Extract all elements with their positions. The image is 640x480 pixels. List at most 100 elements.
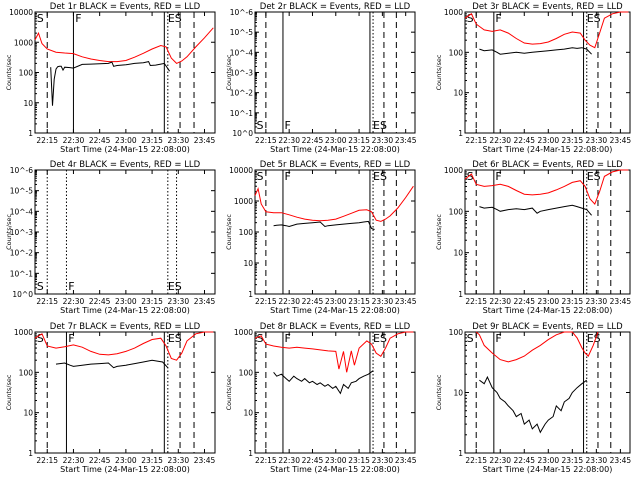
panel-title: Det 8r BLACK = Events, RED = LLD [260, 322, 411, 332]
x-tick-label: 23:00 [537, 136, 559, 145]
y-tick-label: 10 [243, 409, 253, 418]
series-line-lld [34, 331, 214, 361]
x-axis-label: Start Time (24-Mar-15 22:08:00) [270, 145, 400, 154]
marker-label: F [75, 12, 81, 25]
x-tick-label: 22:15 [255, 456, 277, 465]
x-tick-label: 22:30 [489, 297, 511, 306]
y-tick-label: 1000 [444, 8, 463, 17]
y-axis-label: Counts/sec [225, 374, 233, 410]
x-tick-label: 23:30 [167, 456, 189, 465]
y-tick-label: 100 [239, 228, 254, 237]
x-tick-label: 23:30 [372, 297, 394, 306]
plot-frame [464, 11, 631, 134]
x-tick-label: 23:30 [586, 297, 608, 306]
panel-det-4: Det 4r BLACK = Events, RED = LLD 10^0 10^-… [5, 160, 216, 315]
panel-title: Det 7r BLACK = Events, RED = LLD [50, 322, 201, 332]
y-tick-label: 1 [248, 290, 253, 299]
x-tick-label: 22:45 [89, 136, 111, 145]
x-tick-label: 23:30 [586, 456, 608, 465]
marker-label: F [495, 12, 501, 25]
x-axis-label: Start Time (24-Mar-15 22:08:00) [483, 145, 613, 154]
series-line-lld [464, 11, 629, 49]
x-tick-label: 22:15 [465, 456, 487, 465]
panel-det-7: Det 7r BLACK = Events, RED = LLD 1 10 100 10… [5, 322, 216, 474]
y-tick-label: 10000 [229, 166, 253, 175]
x-tick-label: 22:45 [89, 456, 111, 465]
x-tick-label: 22:30 [63, 136, 85, 145]
y-tick-label: 10^-4 [230, 48, 254, 57]
x-tick-label: 22:45 [302, 136, 324, 145]
x-tick-label: 22:30 [489, 136, 511, 145]
y-tick-label: 100 [19, 368, 34, 377]
y-tick-label: 10^-6 [10, 166, 34, 175]
x-axis-label: Start Time (24-Mar-15 22:08:00) [270, 465, 400, 474]
x-axis-label: Start Time (24-Mar-15 22:08:00) [483, 465, 613, 474]
x-tick-label: 23:15 [562, 297, 584, 306]
y-tick-label: 10^-3 [230, 69, 254, 78]
panel-title: Det 6r BLACK = Events, RED = LLD [472, 160, 623, 170]
marker-label: ES [373, 332, 387, 345]
x-tick-label: 23:45 [395, 297, 417, 306]
marker-label: ES [168, 332, 182, 345]
y-tick-label: 10^-1 [230, 109, 254, 118]
x-tick-label: 23:15 [348, 136, 370, 145]
series-line-lld [254, 185, 414, 222]
marker-label: S [257, 332, 264, 345]
marker-label: S [467, 12, 474, 25]
panel-det-3: Det 3r BLACK = Events, RED = LLD 1 10 100 10… [435, 2, 631, 154]
panel-title: Det 1r BLACK = Events, RED = LLD [50, 2, 201, 12]
marker-label: F [285, 170, 291, 183]
x-tick-label: 23:00 [115, 297, 137, 306]
marker-label: F [68, 332, 74, 345]
x-axis-label: Start Time (24-Mar-15 22:08:00) [60, 145, 190, 154]
series-line-events [479, 204, 592, 216]
x-tick-label: 22:15 [36, 136, 58, 145]
y-tick-label: 1000 [14, 38, 33, 47]
x-tick-label: 23:00 [115, 136, 137, 145]
y-tick-label: 1 [458, 449, 463, 458]
x-tick-label: 23:45 [194, 297, 216, 306]
y-tick-label: 1 [458, 129, 463, 138]
y-tick-label: 10^0 [12, 290, 33, 299]
x-tick-label: 22:30 [278, 136, 300, 145]
marker-label: S [37, 332, 44, 345]
y-tick-label: 10^-1 [10, 269, 34, 278]
plot-frame [254, 11, 416, 134]
x-tick-label: 22:45 [302, 297, 324, 306]
marker-label: S [37, 12, 44, 25]
x-tick-label: 22:15 [255, 297, 277, 306]
y-tick-label: 10^-4 [10, 207, 34, 216]
x-tick-label: 22:15 [465, 297, 487, 306]
x-tick-label: 22:30 [489, 456, 511, 465]
y-tick-label: 1 [28, 129, 33, 138]
x-tick-label: 23:15 [141, 136, 163, 145]
series-line-events [479, 47, 592, 55]
panel-title: Det 3r BLACK = Events, RED = LLD [472, 2, 623, 12]
x-tick-label: 23:15 [141, 456, 163, 465]
x-tick-label: 22:45 [302, 456, 324, 465]
y-tick-label: 10^-5 [10, 187, 34, 196]
x-tick-label: 23:30 [167, 136, 189, 145]
marker-label: S [37, 280, 44, 293]
x-tick-label: 23:45 [395, 136, 417, 145]
marker-label: ES [373, 119, 387, 132]
x-tick-label: 23:00 [325, 297, 347, 306]
panel-title: Det 4r BLACK = Events, RED = LLD [50, 160, 201, 170]
plot-frame [254, 331, 416, 454]
y-tick-label: 10 [453, 249, 463, 258]
x-tick-label: 23:30 [372, 136, 394, 145]
marker-label: ES [168, 12, 182, 25]
x-tick-label: 23:15 [562, 136, 584, 145]
plot-frame [34, 11, 216, 134]
y-tick-label: 1000 [234, 197, 253, 206]
y-tick-label: 100 [239, 368, 254, 377]
y-tick-label: 100 [19, 69, 34, 78]
marker-label: S [257, 170, 264, 183]
y-axis-label: Counts/sec [435, 214, 443, 250]
x-tick-label: 23:00 [325, 136, 347, 145]
series-line-lld [464, 169, 629, 206]
series-line-lld [34, 27, 214, 65]
x-tick-label: 23:30 [586, 136, 608, 145]
y-tick-label: 10^-6 [230, 8, 254, 17]
